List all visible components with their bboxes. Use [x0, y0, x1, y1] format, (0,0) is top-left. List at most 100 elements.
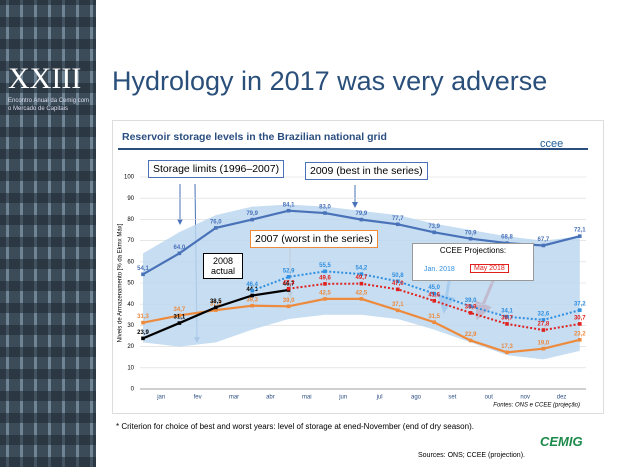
point — [141, 272, 145, 277]
point — [505, 350, 509, 355]
x-tick-label: ago — [411, 395, 422, 401]
value-label: 77,7 — [392, 216, 404, 222]
value-label: 67,7 — [538, 237, 550, 243]
chart-logo: ccee — [540, 138, 564, 150]
legend-may: May 2018 — [470, 264, 509, 273]
point — [177, 321, 182, 325]
y-tick-label: 40 — [127, 302, 134, 308]
point — [250, 217, 254, 222]
value-label: 50,8 — [392, 273, 404, 279]
point — [396, 222, 400, 227]
value-label: 37,2 — [574, 302, 586, 308]
title-rule — [118, 148, 588, 150]
y-tick-label: 80 — [127, 217, 134, 223]
series-line — [251, 270, 581, 321]
value-label: 37,2 — [210, 302, 222, 308]
point — [323, 269, 327, 274]
value-label: 17,3 — [501, 344, 513, 350]
y-tick-label: 10 — [127, 365, 134, 371]
value-label: 38,5 — [210, 299, 222, 305]
point — [359, 281, 364, 286]
point — [323, 297, 327, 301]
point — [578, 234, 582, 238]
y-tick-label: 90 — [127, 196, 134, 202]
y-tick-label: 50 — [127, 281, 134, 287]
y-tick-label: 60 — [127, 259, 134, 265]
x-tick-label: mar — [229, 395, 239, 401]
value-label: 23,9 — [137, 330, 149, 336]
value-label: 46,4 — [246, 282, 258, 288]
value-label: 41,6 — [428, 292, 440, 298]
y-tick-label: 20 — [127, 344, 134, 350]
point — [468, 311, 473, 315]
best-annotation: 2009 (best in the series) — [305, 162, 428, 180]
value-label: 39,0 — [283, 298, 295, 304]
value-label: 22,9 — [465, 332, 477, 338]
value-label: 47,3 — [283, 280, 295, 286]
x-tick-label: out — [485, 395, 494, 401]
y-axis-label: Níveis de Armazenamento [% da Ekmx Máx] — [118, 223, 124, 342]
point — [432, 230, 436, 235]
value-label: 23,2 — [574, 331, 586, 337]
value-label: 42,5 — [356, 290, 368, 296]
point — [541, 346, 546, 351]
x-tick-label: jun — [338, 395, 347, 401]
point — [177, 313, 182, 318]
y-tick-label: 30 — [127, 323, 134, 329]
value-label: 39,3 — [246, 297, 258, 303]
value-label: 27,8 — [538, 322, 550, 328]
chart-title: Reservoir storage levels in the Brazilia… — [122, 131, 387, 143]
point — [323, 211, 327, 215]
point — [432, 299, 436, 303]
point — [250, 288, 254, 293]
point — [359, 297, 364, 301]
point — [396, 279, 400, 284]
chart-source: Fontes: ONS e CCEE (projeção) — [493, 403, 580, 409]
point — [396, 308, 400, 313]
value-label: 54,1 — [137, 266, 149, 272]
point — [578, 338, 582, 342]
value-label: 34,7 — [174, 307, 186, 313]
value-label: 54,2 — [356, 266, 368, 272]
point — [250, 293, 254, 298]
point — [505, 322, 509, 326]
value-label: 55,5 — [319, 263, 331, 269]
legend-jan: Jan. 2018 — [420, 264, 459, 275]
value-label: 49,7 — [356, 275, 368, 281]
x-tick-label: nov — [520, 395, 530, 401]
point — [468, 236, 473, 241]
value-label: 52,9 — [283, 268, 295, 274]
value-label: 84,1 — [283, 202, 295, 208]
point — [432, 320, 436, 325]
value-label: 31,1 — [174, 315, 186, 321]
point — [214, 308, 218, 312]
value-label: 34,1 — [501, 308, 513, 314]
logo: CEMIG — [540, 434, 583, 449]
point — [541, 318, 546, 322]
value-label: 37,1 — [392, 302, 404, 308]
y-tick-label: 100 — [124, 175, 135, 181]
point — [177, 251, 182, 256]
point — [541, 328, 546, 332]
point — [578, 308, 582, 312]
event-name: Encontro Anual da Cemig com o Mercado de… — [8, 98, 90, 112]
point — [323, 282, 327, 286]
value-label: 31,5 — [428, 314, 440, 320]
point — [578, 322, 582, 326]
point — [286, 286, 291, 291]
point — [432, 291, 436, 296]
x-tick-label: set — [448, 395, 456, 401]
point — [286, 275, 291, 279]
value-label: 76,0 — [210, 219, 222, 225]
point — [359, 272, 364, 276]
point — [250, 303, 254, 308]
point — [214, 226, 218, 230]
value-label: 35,9 — [465, 304, 477, 310]
value-label: 73,9 — [428, 224, 440, 230]
projection-box: CCEE Projections: — [412, 243, 534, 281]
value-label: 30,7 — [574, 315, 586, 321]
value-label: 30,7 — [501, 315, 513, 321]
value-label: 46,7 — [283, 282, 295, 288]
point — [141, 320, 145, 325]
